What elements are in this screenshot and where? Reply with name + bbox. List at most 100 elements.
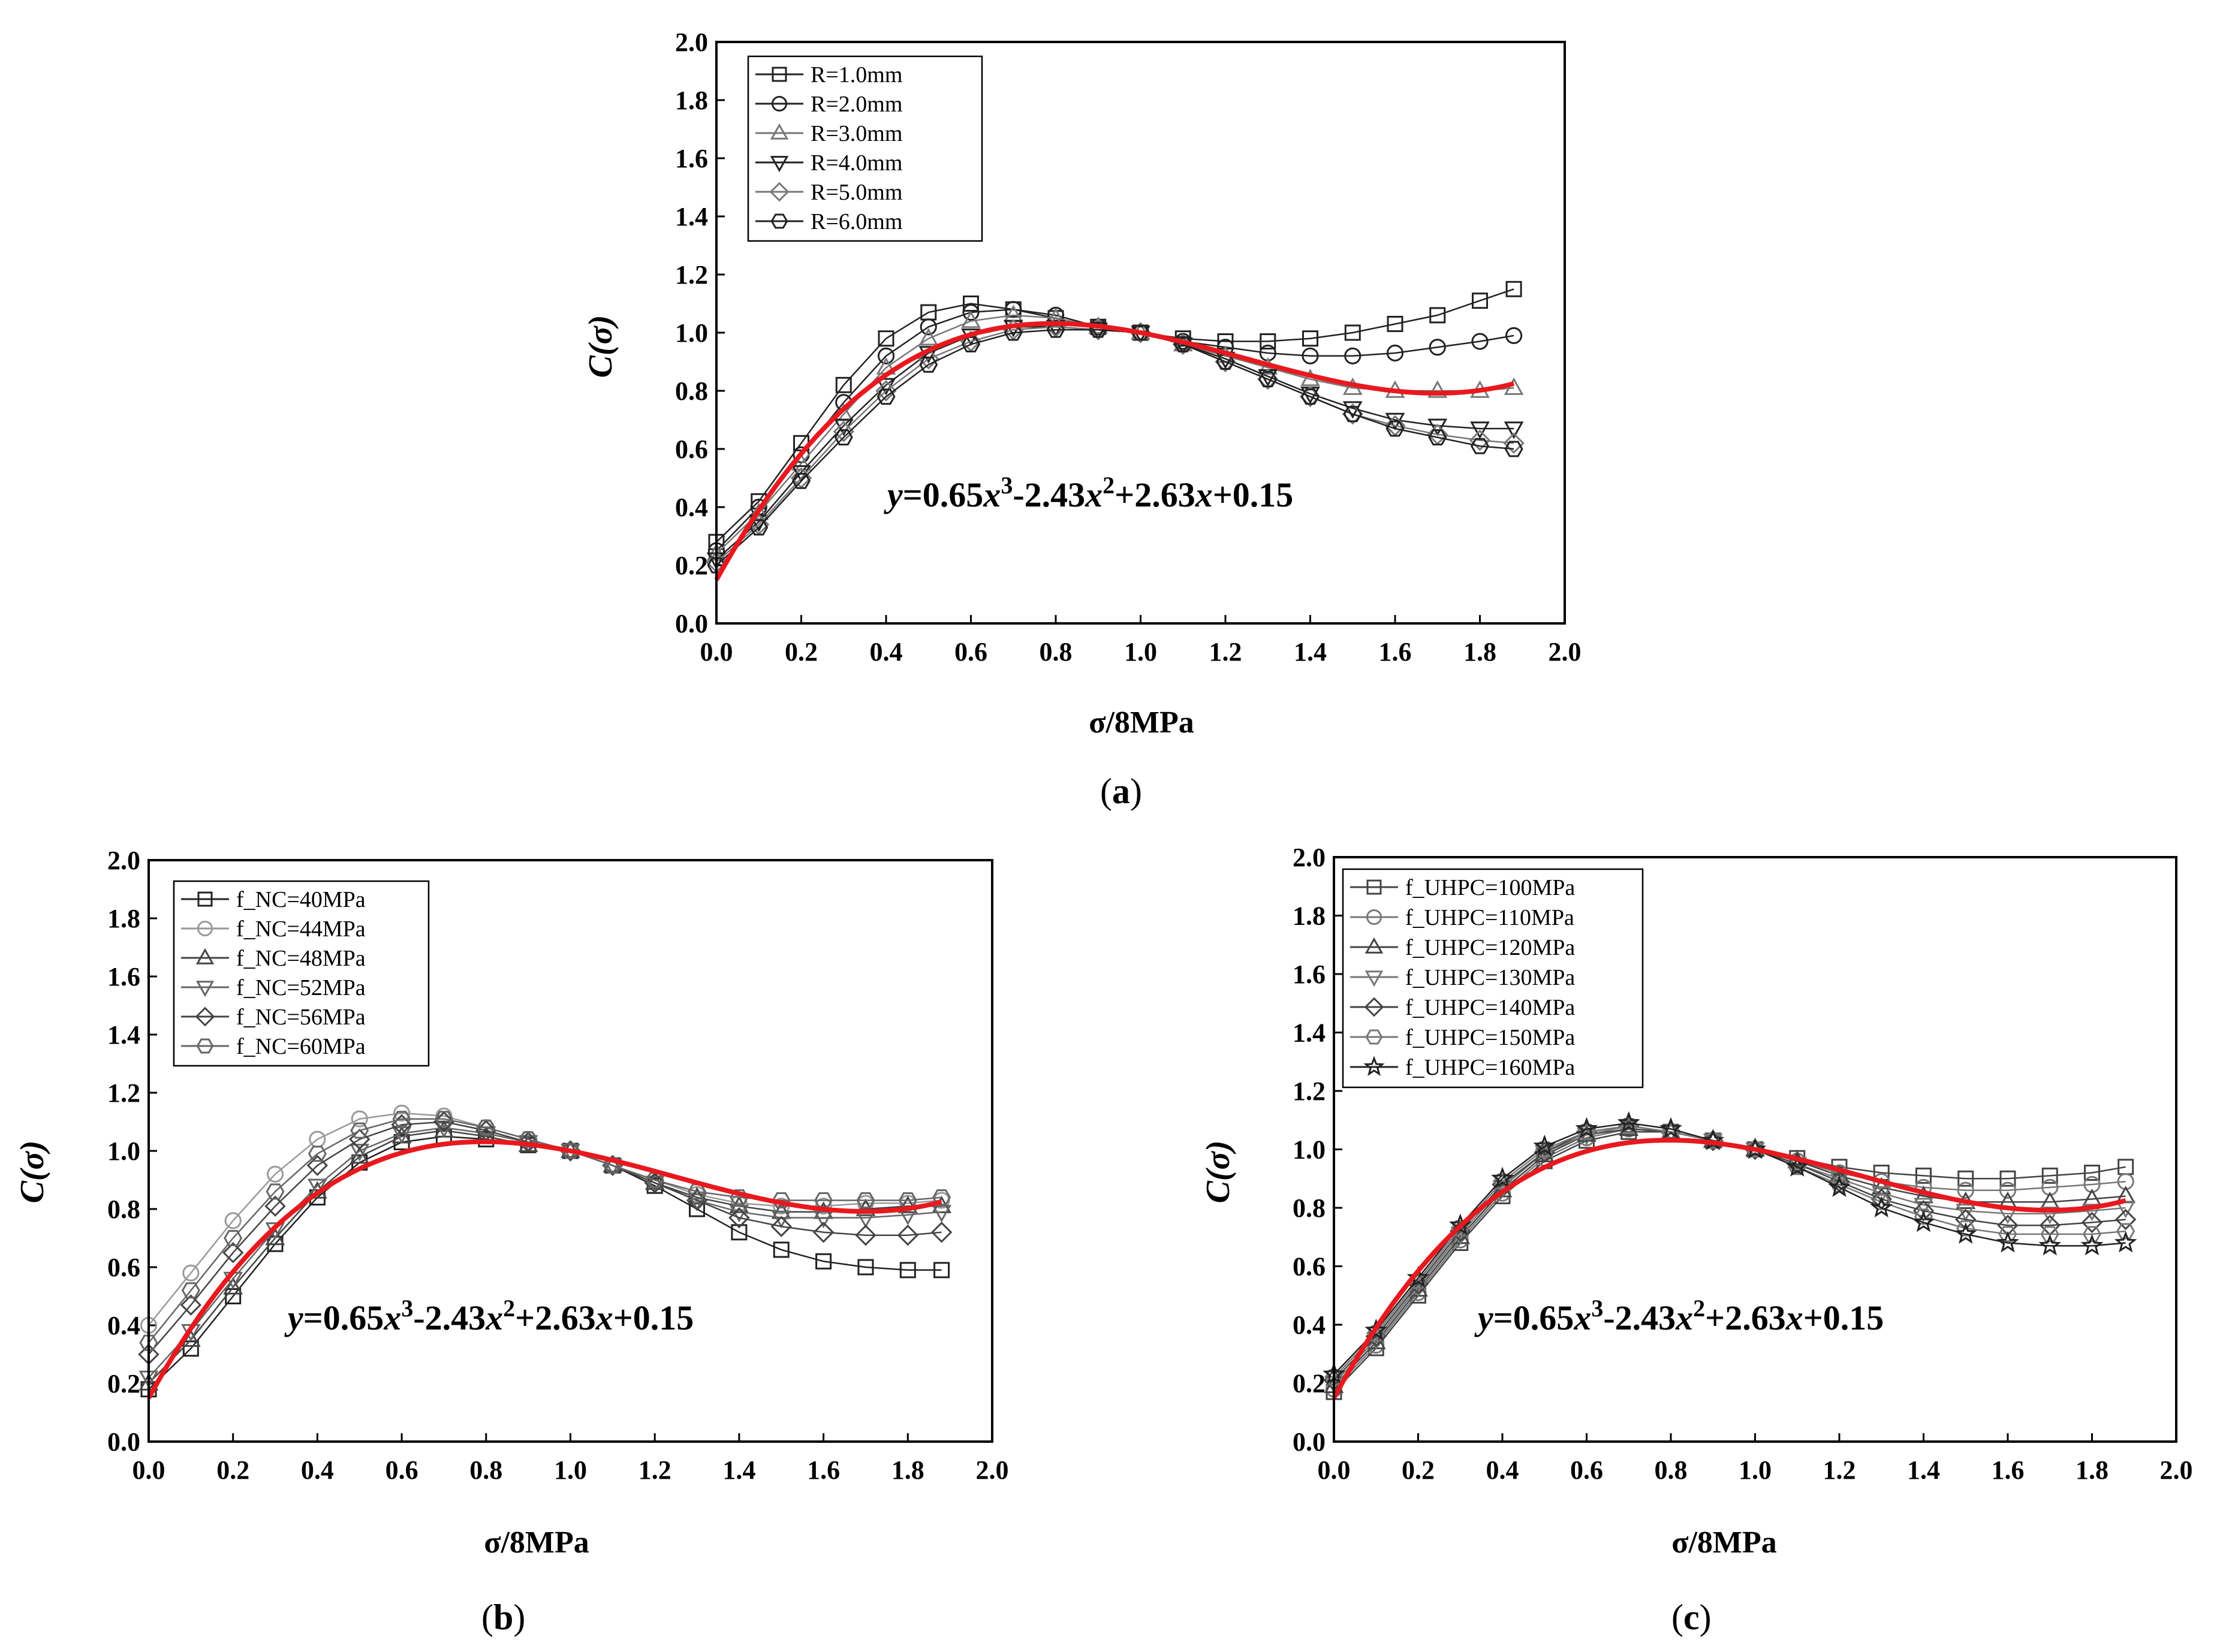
y-tick-label: 1.8 [675, 86, 708, 115]
x-tick-label: 0.6 [385, 1455, 418, 1485]
data-point [391, 1126, 412, 1144]
data-point [771, 1210, 791, 1229]
data-point [686, 1189, 708, 1211]
y-tick-label: 0.6 [675, 435, 708, 464]
data-point [1996, 1231, 2019, 1253]
legend-marker [1366, 879, 1382, 895]
y-tick-label: 0.8 [1293, 1193, 1326, 1223]
y-tick-label: 0.8 [107, 1195, 140, 1224]
y-axis-label-b: C(σ) [14, 1141, 51, 1204]
y-tick-label: 2.0 [1293, 843, 1326, 872]
x-tick-label: 1.8 [891, 1455, 924, 1485]
legend-marker [197, 891, 213, 907]
x-tick-label: 0.8 [469, 1455, 502, 1485]
x-tick-label: 1.4 [1294, 637, 1327, 667]
data-point [1302, 330, 1318, 347]
x-tick-label: 0.4 [1486, 1455, 1519, 1485]
legend-box [173, 880, 430, 1067]
y-tick-label: 0.6 [107, 1253, 140, 1282]
series-line [716, 328, 1514, 566]
data-point [2041, 1167, 2058, 1184]
x-tick-label: 1.4 [1907, 1455, 1940, 1485]
data-point [919, 356, 938, 373]
y-tick-label: 0.0 [675, 609, 708, 638]
data-point [1469, 429, 1491, 451]
data-point [855, 1224, 876, 1246]
y-tick-label: 1.6 [107, 962, 140, 991]
legend-box [1342, 868, 1644, 1089]
data-point [2040, 1226, 2059, 1243]
data-point [876, 388, 896, 405]
x-tick-label: 1.6 [1379, 637, 1412, 667]
data-point [932, 1205, 951, 1223]
legend-label: f_UHPC=160MPa [1405, 1055, 1575, 1080]
data-point [932, 1189, 951, 1206]
y-tick-label: 0.0 [107, 1427, 140, 1457]
data-point [1472, 293, 1488, 309]
data-point [2081, 1211, 2103, 1234]
data-point [392, 1111, 411, 1128]
data-point [930, 1222, 953, 1243]
x-tick-label: 2.0 [976, 1455, 1009, 1485]
data-point [1046, 319, 1066, 337]
data-point [1258, 371, 1278, 388]
data-point [1785, 1154, 1809, 1177]
x-tick-label: 0.0 [132, 1455, 165, 1485]
legend-marker [769, 182, 790, 202]
data-point [770, 1216, 792, 1237]
legend-label: R=2.0mm [811, 92, 902, 117]
data-point [2080, 1234, 2104, 1256]
data-point [264, 1195, 286, 1217]
data-point [1912, 1200, 1935, 1222]
y-tick-label: 0.2 [1293, 1369, 1326, 1398]
data-point [1575, 1117, 1598, 1139]
data-point [1957, 1181, 1974, 1199]
data-point [1999, 1181, 2017, 1199]
y-tick-label: 1.2 [107, 1078, 140, 1108]
x-tick-label: 1.2 [1823, 1455, 1856, 1485]
legend-label: f_NC=40MPa [236, 887, 366, 912]
data-point [1089, 321, 1108, 338]
data-point [350, 1122, 369, 1139]
y-tick-label: 1.4 [1293, 1018, 1326, 1048]
legend-marker [1363, 1056, 1385, 1077]
data-point [1659, 1117, 1682, 1139]
legend-marker [1364, 970, 1384, 987]
legend-label: f_UHPC=120MPa [1405, 935, 1575, 960]
x-tick-label: 2.0 [1549, 637, 1582, 667]
legend-marker [195, 1006, 215, 1027]
data-point [644, 1172, 665, 1194]
data-point [857, 1259, 874, 1276]
data-point [1828, 1175, 1851, 1197]
data-point [833, 421, 854, 442]
x-tick-label: 0.2 [1402, 1455, 1435, 1485]
y-tick-label: 1.2 [675, 260, 708, 290]
data-point [222, 1242, 244, 1264]
data-point [182, 1264, 200, 1282]
data-point [2117, 1159, 2134, 1175]
legend-label: f_UHPC=110MPa [1405, 905, 1574, 930]
legend-label: R=1.0mm [811, 62, 902, 88]
data-point [835, 376, 852, 393]
x-axis-label-b: σ/8MPa [484, 1526, 589, 1560]
data-point [897, 1224, 919, 1246]
y-tick-label: 1.4 [675, 202, 708, 231]
data-point [812, 1222, 835, 1243]
plot-frame [1333, 856, 2177, 1443]
y-tick-label: 2.0 [675, 28, 708, 57]
data-point [1617, 1111, 1640, 1133]
data-point [1385, 420, 1405, 437]
x-tick-label: 0.2 [785, 637, 818, 667]
data-point [1005, 301, 1022, 318]
data-point [1491, 1166, 1514, 1189]
y-tick-label: 0.8 [675, 376, 708, 406]
data-point [1535, 1141, 1554, 1157]
data-point [1503, 432, 1525, 454]
data-point [393, 1104, 411, 1122]
panel-a: 0.0 0.2 0.4 0.6 0.8 1.0 1.2 1.4 1.6 1.8 2.0 0.0 0.2 0… [582, 28, 1582, 811]
data-point [730, 1189, 749, 1206]
x-tick-label: 1.2 [1209, 637, 1242, 667]
data-point [834, 429, 853, 446]
plot-frame [715, 41, 1566, 625]
fit-curve [146, 1139, 942, 1400]
